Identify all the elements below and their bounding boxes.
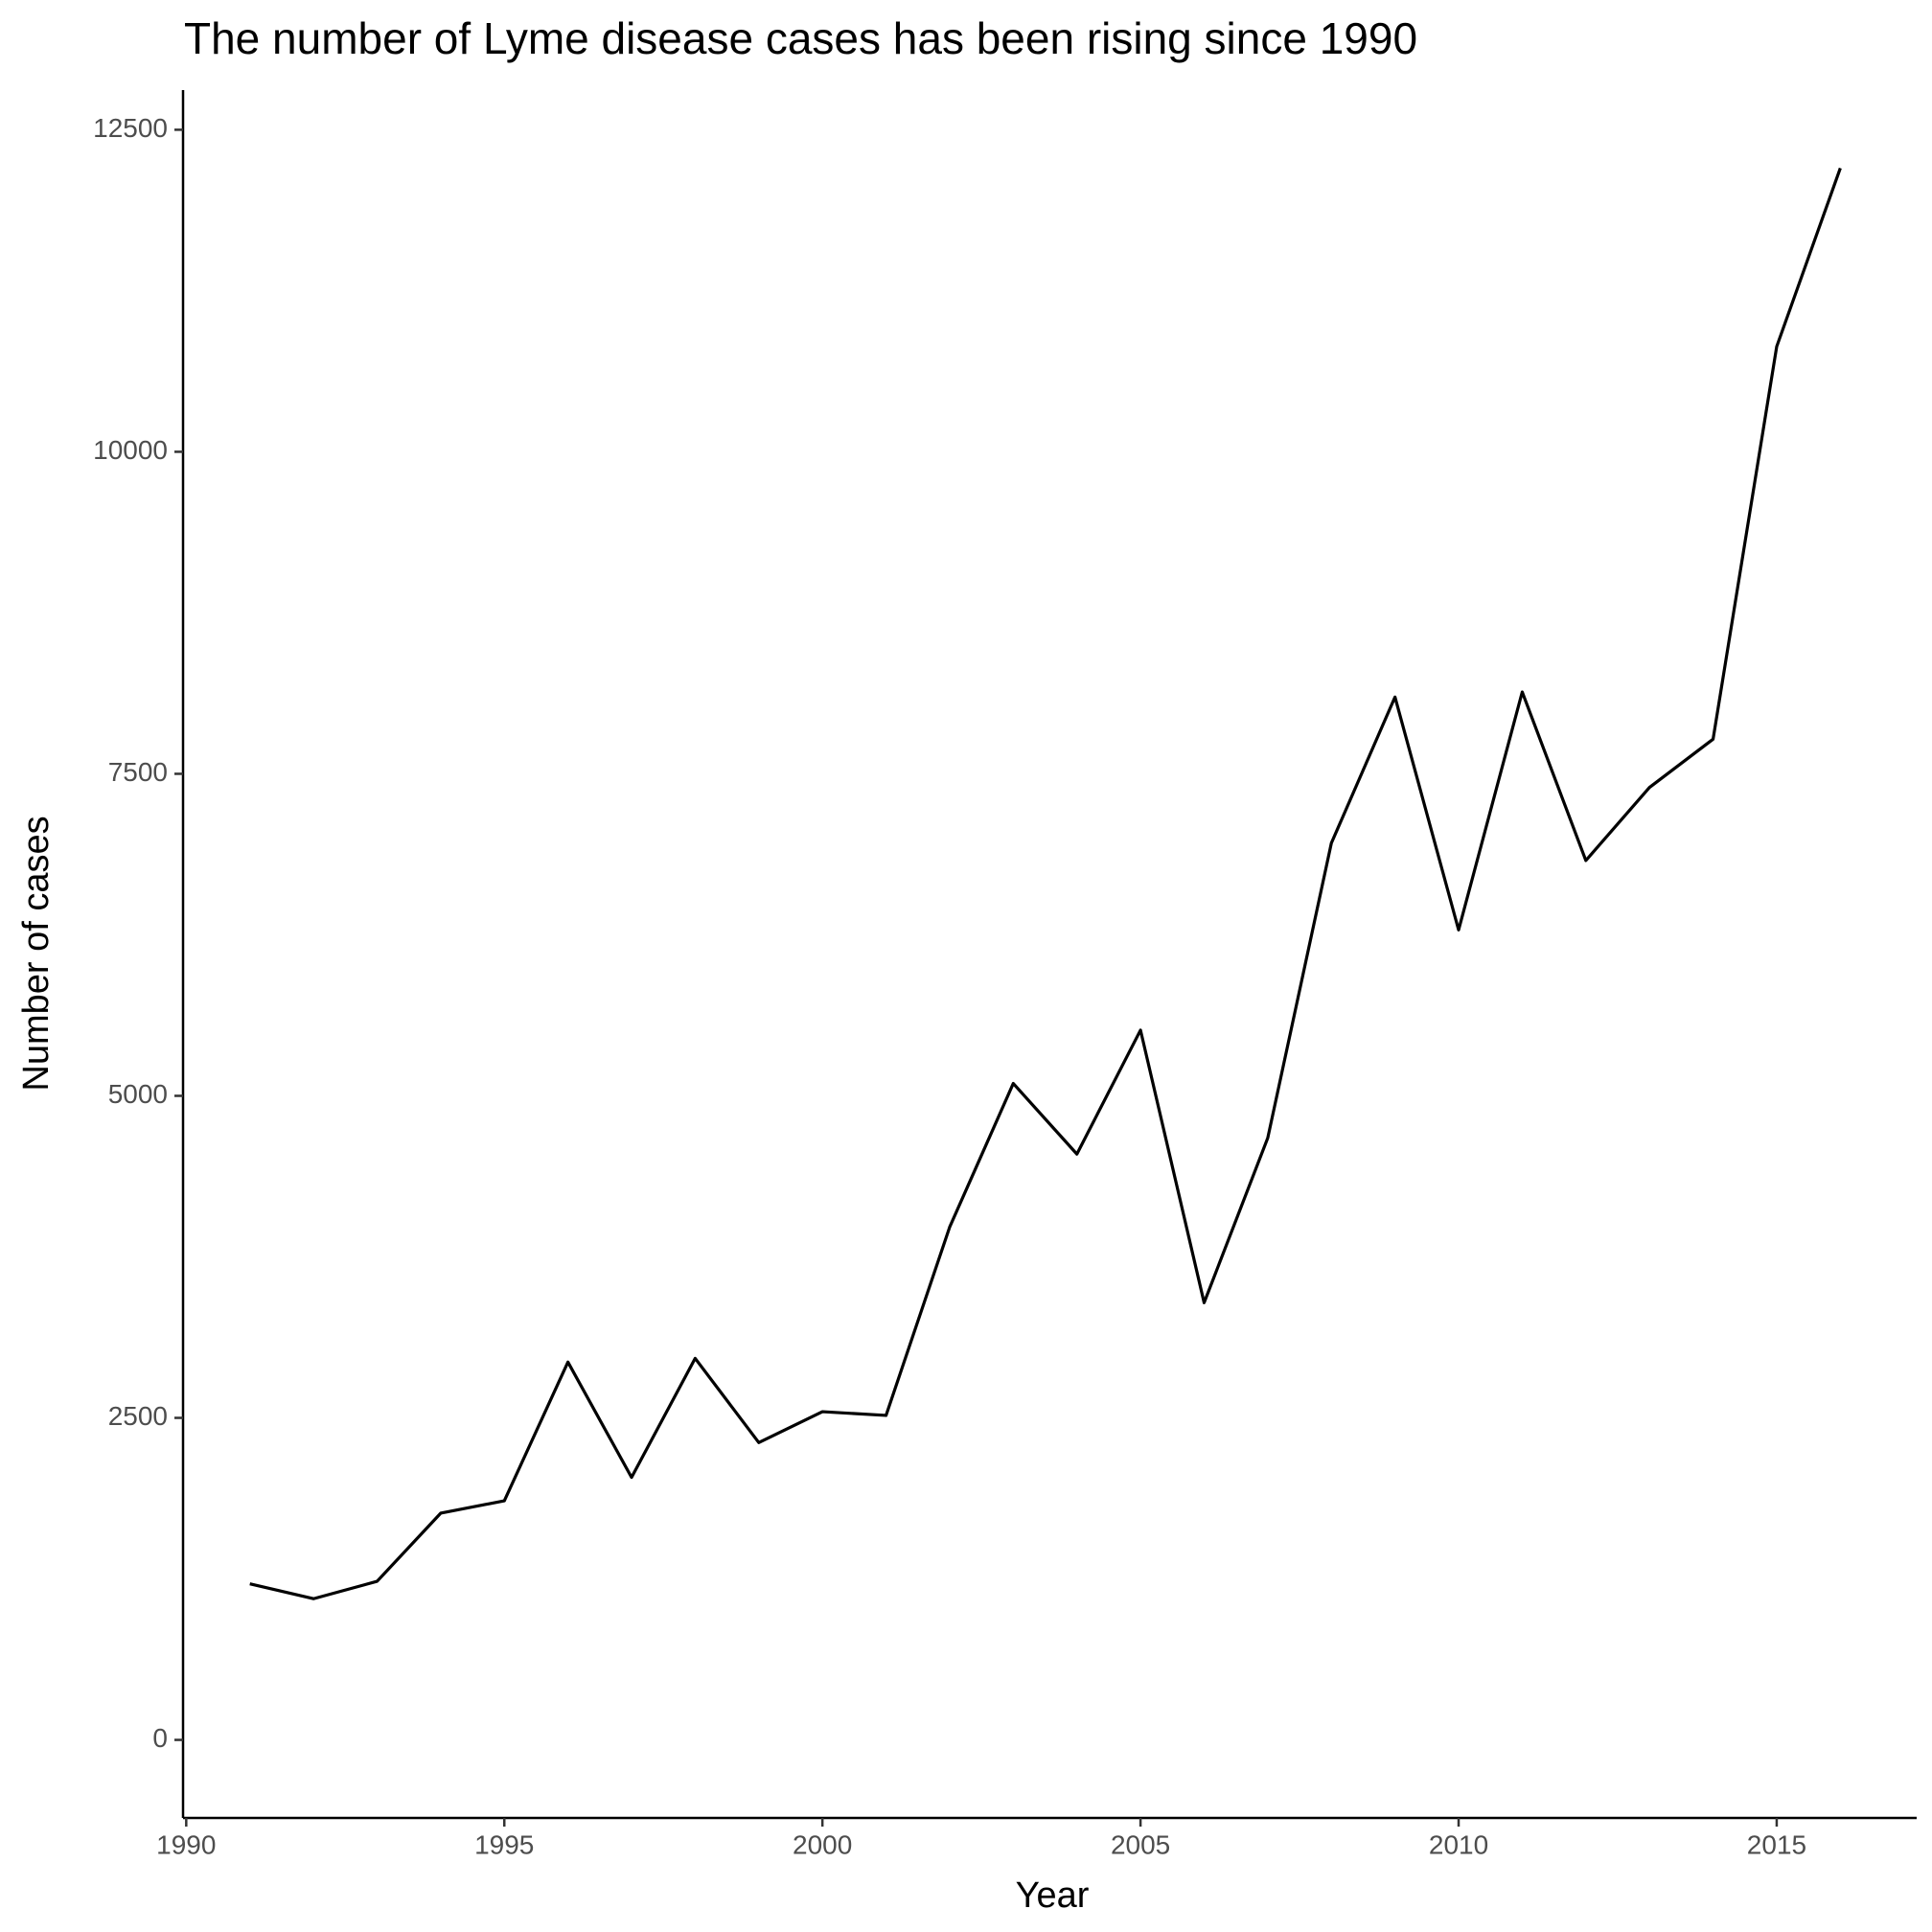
y-axis-title: Number of cases: [16, 816, 57, 1091]
line: [249, 167, 1842, 1600]
x-tick-label: 2015: [1747, 1829, 1806, 1859]
y-tick-label: 7500: [108, 757, 168, 787]
chart-title: The number of Lyme disease cases has bee…: [184, 13, 1417, 63]
y-tick-label: 12500: [93, 113, 168, 143]
x-tick-label: 1995: [474, 1829, 534, 1859]
x-tick-label: 2000: [793, 1829, 852, 1859]
y-tick-label: 0: [152, 1723, 168, 1753]
x-tick-label: 2005: [1111, 1829, 1170, 1859]
x-tick-label: 1990: [156, 1829, 216, 1859]
y-tick-label: 10000: [93, 435, 168, 465]
x-tick-label: 2010: [1429, 1829, 1488, 1859]
y-tick-label: 5000: [108, 1079, 168, 1109]
y-tick-label: 2500: [108, 1401, 168, 1431]
x-axis-title: Year: [1016, 1875, 1090, 1916]
